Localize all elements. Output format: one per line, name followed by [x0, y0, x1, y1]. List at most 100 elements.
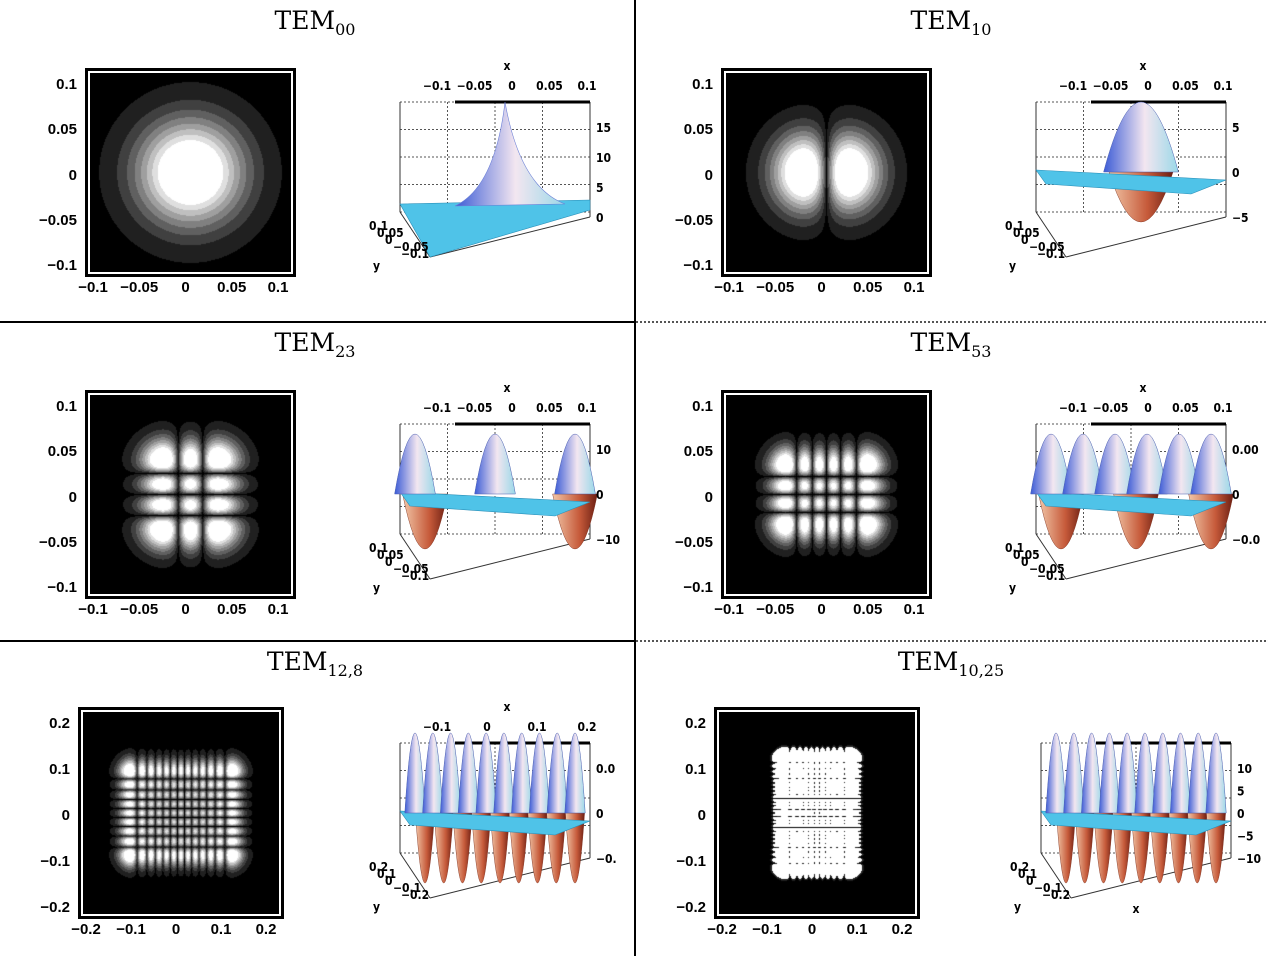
surface-z-tick: 0	[596, 211, 604, 225]
surface-x-tick: 0	[1144, 79, 1152, 93]
positive-peak	[454, 101, 566, 207]
surface-box	[399, 100, 591, 258]
surface-z-tick: 10	[1237, 762, 1252, 776]
floor-edge	[429, 216, 591, 258]
panel-title-subscript: 00	[335, 20, 356, 39]
surface-y-tick: 0	[1021, 555, 1029, 569]
density-y-tick: 0	[68, 488, 77, 506]
density-y-tick: 0.05	[47, 121, 77, 139]
surface-y-tick: 0	[1021, 233, 1029, 247]
density-x-tick: 0.05	[217, 601, 247, 618]
density-y-tick: 0.1	[49, 761, 70, 778]
surface-z-tick: 10	[596, 151, 611, 165]
positive-peak	[1063, 733, 1085, 814]
positive-peak	[1081, 733, 1103, 814]
density-x-tick: −0.1	[714, 601, 744, 618]
panel-title-main: TEM	[910, 328, 972, 357]
negative-lobe	[565, 812, 585, 884]
density-y-tick: −0.05	[39, 211, 77, 229]
positive-peak	[394, 433, 436, 495]
surface-y-axis-label: y	[373, 259, 380, 273]
floor-edge	[1035, 533, 1067, 580]
surface-x-tick: 0	[508, 79, 516, 93]
surface-x-axis-label: x	[504, 381, 511, 395]
density-y-tick: 0.05	[683, 443, 713, 461]
surface-z-tick: 15	[596, 121, 611, 135]
surface-plane	[399, 491, 591, 517]
positive-peak	[1098, 733, 1120, 814]
surface-x-tick: 0.1	[527, 720, 546, 734]
density-y-tick: −0.05	[675, 533, 713, 551]
density-x-tick: 0	[817, 601, 826, 618]
surface-3d-plot: x −0.1 −0.05 0 0.05 0.1 5 0 −5 y 0.1 0.05 0 −0.05 −0.1	[991, 59, 1251, 292]
surface-x-tick: 0.1	[577, 79, 596, 93]
surface-y-tick: 0.1	[1005, 541, 1024, 555]
density-y-tick: −0.1	[47, 257, 77, 274]
positive-peak	[422, 733, 444, 814]
surface-x-tick: 0	[508, 401, 516, 415]
surface-x-tick: 0.05	[1172, 401, 1199, 415]
surface-z-tick: 0	[1237, 807, 1245, 821]
surface-z-tick: −10	[596, 533, 620, 547]
floor-edge	[1040, 852, 1072, 899]
positive-peak	[1187, 733, 1209, 814]
intensity-image	[726, 73, 927, 272]
positive-peak	[1169, 733, 1191, 814]
surface-y-tick: −0.05	[1029, 240, 1065, 254]
density-y-tick: 0	[697, 807, 706, 824]
surface-3d-plot: x −0.1 −0.05 0 0.05 0.1 10 0 −10 y 0.1 0.05 0 −0.05 −0…	[355, 381, 620, 614]
surface-y-tick: 0.1	[377, 867, 396, 881]
surface-z-tick: 5	[1237, 785, 1245, 799]
density-x-tick: 0	[807, 921, 817, 938]
panel-title: TEM10,25	[636, 649, 1266, 679]
surface-y-tick: 0.1	[369, 219, 388, 233]
panel-title: TEM00	[0, 6, 630, 38]
floor-edge	[399, 852, 431, 899]
surface-shape	[394, 433, 598, 549]
surface-plane	[399, 810, 591, 836]
surface-3d-plot: x −0.1 0 0.1 0.2 0.0 0 −0. y 0.2 0.1 0 −0.1 −0.2	[355, 700, 617, 933]
density-x-tick: 0.1	[267, 601, 289, 618]
density-x-tick: 0.05	[217, 279, 247, 296]
surface-y-tick: 0.05	[1013, 548, 1040, 562]
surface-y-tick: 0.05	[1013, 226, 1040, 240]
density-x-tick: 0.1	[903, 601, 925, 618]
intensity-image	[719, 712, 915, 914]
density-x-tick: 0	[181, 601, 190, 618]
density-y-tick: 0.05	[683, 121, 713, 139]
density-y-tick: 0.1	[692, 76, 713, 93]
panel-title-main: TEM	[274, 328, 336, 357]
horizontal-divider-1	[0, 321, 634, 323]
surface-x-tick: −0.1	[1059, 79, 1087, 93]
density-y-tick: 0.05	[47, 443, 77, 461]
floor-edge	[1065, 216, 1227, 258]
density-x-tick: −0.05	[756, 279, 795, 296]
surface-z-tick: −0.	[596, 852, 617, 866]
density-x-tick: 0	[181, 279, 190, 296]
panel-title-main: TEM	[266, 647, 328, 676]
surface-z-tick: 0	[1232, 166, 1240, 180]
surface-3d-plot: x 10 5 0 −5 −10 y 0.2 0.1 0 −0.1 −0.2	[996, 703, 1261, 933]
floor-edge	[1035, 211, 1067, 258]
mode-panel: TEM23 0.1 0.05 0 −0.05 −0.1 −0.1 −0.05 0 0.05 0.1 x…	[0, 322, 630, 640]
surface-y-axis-label: y	[1009, 259, 1016, 273]
density-x-tick: −0.2	[71, 921, 101, 938]
surface-3d-plot: x −0.1 −0.05 0 0.05 0.1 0.00 0 −0.0 y 0.1 0.05 0 −0.0…	[991, 381, 1260, 614]
surface-y-tick: −0.1	[401, 569, 429, 583]
panel-title: TEM23	[0, 328, 630, 360]
surface-x-tick: 0.05	[536, 401, 563, 415]
surface-x-tick: −0.1	[423, 720, 451, 734]
negative-lobe	[1206, 812, 1226, 884]
density-x-tick: 0.1	[210, 921, 232, 938]
surface-shape	[1040, 733, 1232, 884]
panel-title-main: TEM	[274, 6, 336, 35]
surface-y-tick: 0.1	[369, 541, 388, 555]
surface-y-tick: −0.1	[1037, 247, 1065, 261]
surface-z-tick: −0.0	[1232, 533, 1260, 547]
surface-y-axis-label: y	[1009, 581, 1016, 595]
surface-x-tick: −0.05	[457, 401, 493, 415]
positive-peak	[564, 733, 586, 814]
surface-plane	[1040, 810, 1232, 836]
